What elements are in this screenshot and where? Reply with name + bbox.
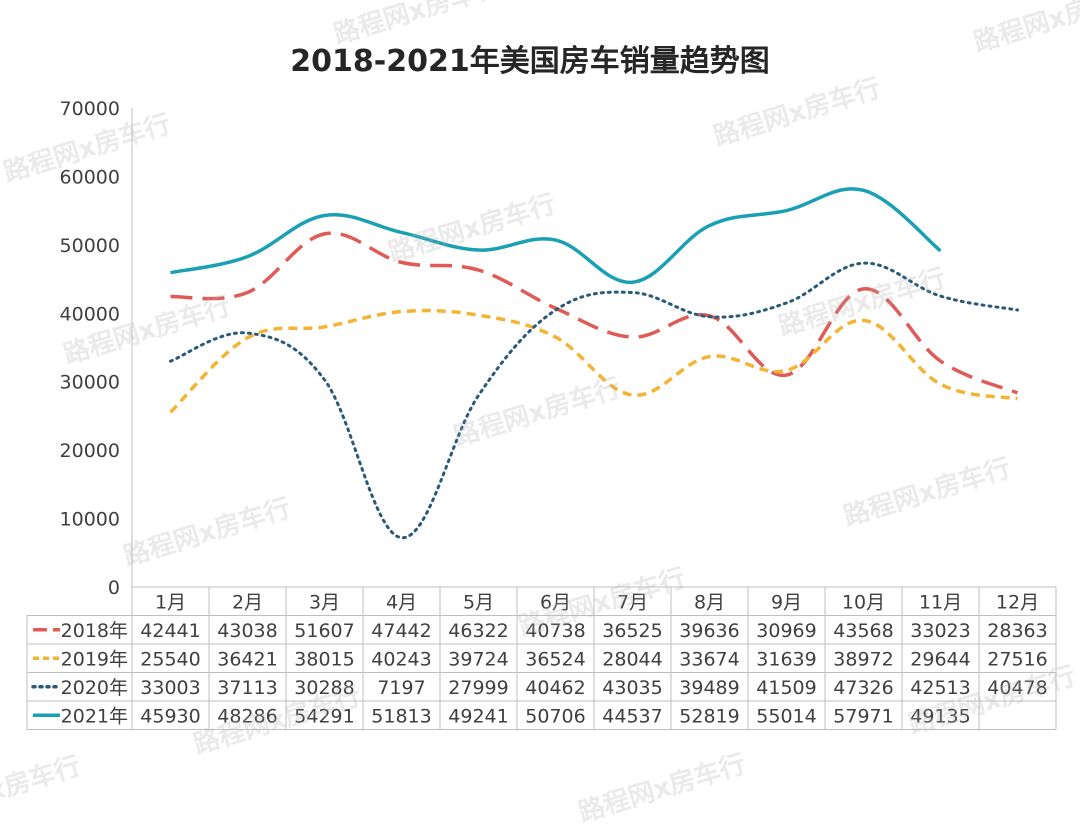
legend-label: 2020年	[61, 677, 128, 699]
y-axis-labels: 0 10000 20000 30000 40000 50000 60000 70000	[60, 98, 120, 599]
data-value: 44537	[602, 705, 662, 727]
data-value: 36525	[602, 620, 662, 642]
data-value: 40478	[987, 677, 1047, 699]
data-value: 39636	[679, 620, 739, 642]
data-value: 42441	[140, 620, 200, 642]
x-category-label: 7月	[617, 591, 648, 613]
y-tick-label: 50000	[60, 235, 120, 257]
data-value: 38972	[833, 648, 893, 670]
data-value: 36421	[217, 648, 277, 670]
data-value: 31639	[756, 648, 816, 670]
data-value: 43035	[602, 677, 662, 699]
data-value: 27999	[448, 677, 508, 699]
series-lines	[169, 187, 1019, 540]
data-value: 49135	[910, 705, 970, 727]
data-value: 45930	[140, 705, 200, 727]
data-value: 46322	[448, 620, 508, 642]
series-line-2021年	[170, 187, 942, 284]
data-value: 28044	[602, 648, 662, 670]
series-line-2020年	[169, 261, 1019, 540]
data-value: 43568	[833, 620, 893, 642]
x-category-label: 12月	[996, 591, 1039, 613]
y-tick-label: 30000	[60, 372, 120, 394]
y-tick-label: 10000	[60, 509, 120, 531]
data-value: 42513	[910, 677, 970, 699]
data-value: 57971	[833, 705, 893, 727]
data-table: 1月 2月 3月 4月 5月 6月 7月 8月 9月 10月 11月 12月 2018年 42441 430…	[26, 586, 1057, 730]
x-category-label: 3月	[309, 591, 340, 613]
data-value: 36524	[525, 648, 585, 670]
x-category-label: 2月	[232, 591, 263, 613]
x-category-label: 10月	[842, 591, 885, 613]
x-category-label: 8月	[694, 591, 725, 613]
y-tick-label: 0	[108, 577, 120, 599]
legend-label: 2019年	[61, 648, 128, 670]
data-value: 40738	[525, 620, 585, 642]
chart-title: 2018-2021年美国房车销量趋势图	[290, 44, 769, 79]
data-value: 51607	[294, 620, 354, 642]
data-value: 33023	[910, 620, 970, 642]
data-value: 33003	[140, 677, 200, 699]
x-category-label: 11月	[919, 591, 962, 613]
legend-label: 2021年	[61, 705, 128, 727]
data-value: 51813	[371, 705, 431, 727]
x-category-label: 1月	[155, 591, 186, 613]
data-value: 39724	[448, 648, 508, 670]
data-value: 30288	[294, 677, 354, 699]
legend-label: 2018年	[61, 620, 128, 642]
series-line-2019年	[169, 308, 1018, 414]
y-tick-label: 40000	[60, 303, 120, 325]
data-value: 47442	[371, 620, 431, 642]
y-tick-label: 60000	[60, 166, 120, 188]
data-value: 37113	[217, 677, 277, 699]
data-value: 49241	[448, 705, 508, 727]
x-category-label: 4月	[386, 591, 417, 613]
y-tick-label: 20000	[60, 440, 120, 462]
data-value: 7197	[377, 677, 425, 699]
y-tick-label: 70000	[60, 98, 120, 120]
data-value: 40462	[525, 677, 585, 699]
data-value: 48286	[217, 705, 277, 727]
series-line-2018年	[170, 231, 1019, 395]
data-value: 47326	[833, 677, 893, 699]
data-value: 41509	[756, 677, 816, 699]
data-value: 27516	[987, 648, 1047, 670]
data-value: 39489	[679, 677, 739, 699]
data-value: 25540	[140, 648, 200, 670]
data-value: 50706	[525, 705, 585, 727]
data-value: 28363	[987, 620, 1047, 642]
data-value: 29644	[910, 648, 970, 670]
data-value: 54291	[294, 705, 354, 727]
data-value: 55014	[756, 705, 816, 727]
data-value: 30969	[756, 620, 816, 642]
data-value: 40243	[371, 648, 431, 670]
x-category-label: 9月	[771, 591, 802, 613]
data-value: 43038	[217, 620, 277, 642]
data-value: 33674	[679, 648, 739, 670]
x-category-label: 5月	[463, 591, 494, 613]
data-value: 52819	[679, 705, 739, 727]
chart: 2018-2021年美国房车销量趋势图 0 10000 20000 30000 4000…	[26, 44, 1057, 730]
data-value: 38015	[294, 648, 354, 670]
x-category-label: 6月	[540, 591, 571, 613]
